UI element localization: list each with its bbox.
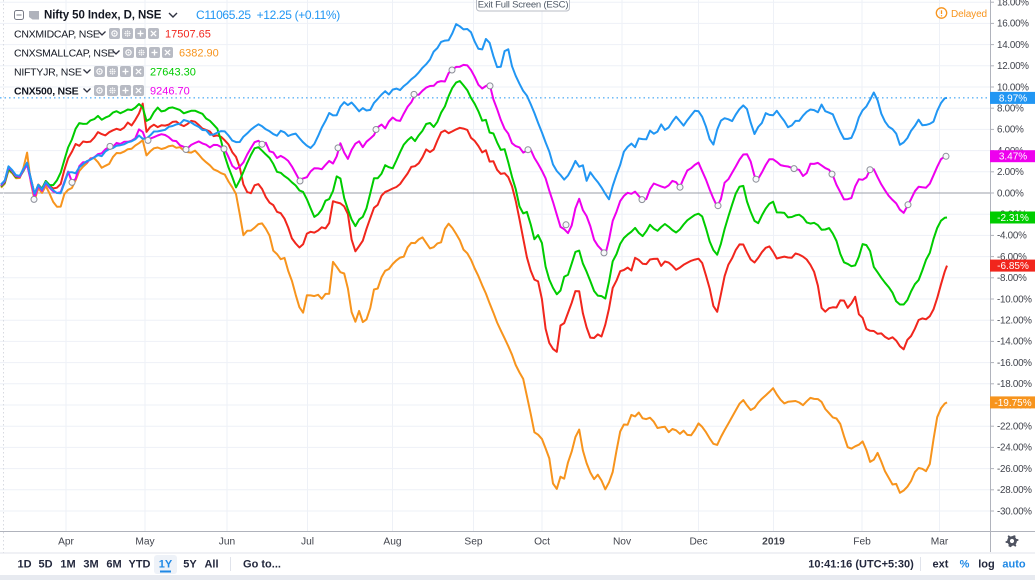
svg-text:-6.00%: -6.00%	[997, 252, 1027, 263]
svg-text:12.00%: 12.00%	[997, 61, 1029, 72]
svg-text:8.00%: 8.00%	[997, 104, 1024, 115]
svg-text:Jul: Jul	[301, 537, 314, 548]
svg-text:Delayed: Delayed	[951, 9, 987, 20]
svg-text:Go to...: Go to...	[243, 559, 281, 571]
svg-text:1M: 1M	[60, 559, 75, 571]
svg-text:-12.00%: -12.00%	[997, 316, 1032, 327]
svg-text:Nifty 50 Index, D, NSE: Nifty 50 Index, D, NSE	[44, 10, 162, 22]
svg-text:5D: 5D	[38, 559, 52, 571]
svg-text:-18.00%: -18.00%	[997, 379, 1032, 390]
svg-text:3.47%: 3.47%	[999, 152, 1027, 163]
svg-text:-22.00%: -22.00%	[997, 422, 1032, 433]
svg-text:2.00%: 2.00%	[997, 167, 1024, 178]
svg-text:Jun: Jun	[219, 537, 235, 548]
svg-text:-14.00%: -14.00%	[997, 337, 1032, 348]
svg-text:ext: ext	[933, 559, 949, 571]
svg-text:Aug: Aug	[383, 537, 401, 548]
svg-text:-10.00%: -10.00%	[997, 294, 1032, 305]
svg-text:Nov: Nov	[613, 537, 632, 548]
svg-text:1Y: 1Y	[159, 559, 173, 571]
svg-text:log: log	[978, 559, 995, 571]
svg-text:17507.65: 17507.65	[165, 28, 211, 40]
svg-text:-6.85%: -6.85%	[997, 261, 1029, 272]
svg-text:10:41:16 (UTC+5:30): 10:41:16 (UTC+5:30)	[808, 559, 914, 571]
svg-text:CNX500, NSE: CNX500, NSE	[14, 85, 79, 97]
svg-text:18.00%: 18.00%	[997, 0, 1029, 9]
svg-text:Dec: Dec	[689, 537, 707, 548]
svg-text:5Y: 5Y	[183, 559, 197, 571]
svg-text:Sep: Sep	[464, 537, 482, 548]
svg-text:Oct: Oct	[534, 537, 550, 548]
svg-text:14.00%: 14.00%	[997, 40, 1029, 51]
svg-text:-26.00%: -26.00%	[997, 464, 1032, 475]
svg-text:1D: 1D	[17, 559, 31, 571]
svg-text:May: May	[135, 537, 155, 548]
svg-text:C11065.25 +12.25 (+0.11%): C11065.25 +12.25 (+0.11%)	[196, 8, 340, 22]
svg-text:Feb: Feb	[853, 537, 871, 548]
svg-text:-30.00%: -30.00%	[997, 506, 1032, 517]
svg-text:NIFTYJR, NSE: NIFTYJR, NSE	[14, 66, 82, 78]
svg-text:3M: 3M	[83, 559, 98, 571]
svg-text:CNXSMALLCAP, NSE: CNXSMALLCAP, NSE	[14, 47, 115, 59]
svg-text:Apr: Apr	[58, 537, 74, 548]
svg-text:-24.00%: -24.00%	[997, 443, 1032, 454]
svg-text:YTD: YTD	[129, 559, 151, 571]
svg-text:-2.31%: -2.31%	[997, 213, 1029, 224]
svg-text:9246.70: 9246.70	[150, 85, 190, 97]
svg-text:16.00%: 16.00%	[997, 19, 1029, 30]
svg-text:27643.30: 27643.30	[150, 66, 196, 78]
svg-text:-19.75%: -19.75%	[994, 398, 1031, 409]
svg-text:8.97%: 8.97%	[999, 93, 1027, 104]
svg-text:-4.00%: -4.00%	[997, 231, 1027, 242]
svg-text:CNXMIDCAP, NSE: CNXMIDCAP, NSE	[14, 28, 100, 40]
svg-text:10.00%: 10.00%	[997, 82, 1029, 93]
svg-text:-8.00%: -8.00%	[997, 273, 1027, 284]
svg-text:Mar: Mar	[931, 537, 949, 548]
svg-text:All: All	[204, 559, 218, 571]
svg-text:-28.00%: -28.00%	[997, 485, 1032, 496]
svg-text:%: %	[960, 559, 970, 571]
svg-text:6.00%: 6.00%	[997, 125, 1024, 136]
svg-text:Exit Full Screen (ESC): Exit Full Screen (ESC)	[478, 0, 569, 10]
svg-text:0.00%: 0.00%	[997, 188, 1024, 199]
svg-text:auto: auto	[1002, 559, 1026, 571]
svg-text:6M: 6M	[106, 559, 121, 571]
svg-text:6382.90: 6382.90	[179, 47, 219, 59]
svg-text:-16.00%: -16.00%	[997, 358, 1032, 369]
svg-text:2019: 2019	[762, 537, 785, 548]
